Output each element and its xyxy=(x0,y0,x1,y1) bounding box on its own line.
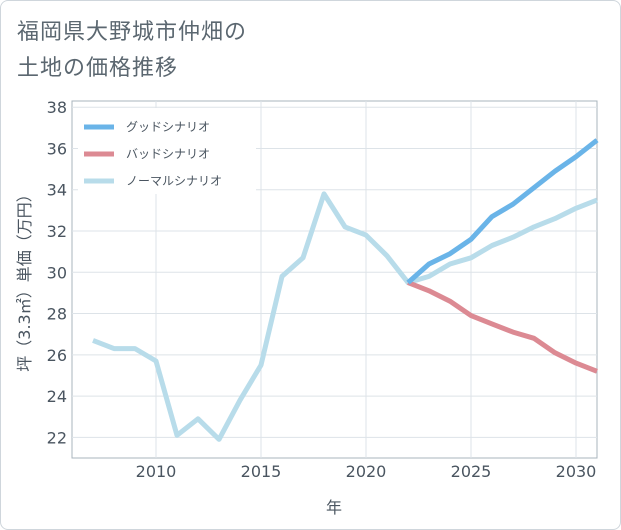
y-tick-label: 22 xyxy=(47,428,67,447)
legend-label: ノーマルシナリオ xyxy=(126,174,222,188)
title-line-1: 福岡県大野城市仲畑の xyxy=(17,20,248,45)
y-axis-title: 坪（3.3㎡）単価（万円） xyxy=(15,186,34,371)
x-tick-label: 2015 xyxy=(241,462,282,481)
legend-label: グッドシナリオ xyxy=(126,120,210,134)
y-tick-label: 38 xyxy=(47,98,67,117)
series-lines xyxy=(92,138,599,442)
y-tick-label: 34 xyxy=(47,181,67,200)
y-tick-label: 26 xyxy=(47,346,67,365)
x-tick-label: 2020 xyxy=(346,462,387,481)
legend-label: バッドシナリオ xyxy=(126,147,210,161)
series-line-1 xyxy=(407,280,598,374)
y-tick-label: 30 xyxy=(47,263,67,282)
grid xyxy=(72,101,597,458)
x-axis-ticks: 2010 2015 2020 2025 2030 xyxy=(136,462,597,481)
x-axis-title: 年 xyxy=(326,498,342,517)
series-line-0 xyxy=(406,138,599,285)
x-tick-label: 2010 xyxy=(136,462,177,481)
title-line-2: 土地の価格推移 xyxy=(17,56,179,81)
chart-title: 福岡県大野城市仲畑の 土地の価格推移 xyxy=(17,15,417,87)
x-tick-label: 2030 xyxy=(556,462,597,481)
y-axis-ticks: 22 24 26 28 30 32 34 36 38 xyxy=(47,98,67,447)
y-tick-label: 28 xyxy=(47,305,67,324)
y-tick-label: 32 xyxy=(47,222,67,241)
x-tick-label: 2025 xyxy=(451,462,492,481)
y-tick-label: 24 xyxy=(47,387,67,406)
series-line-2 xyxy=(92,191,598,442)
y-tick-label: 36 xyxy=(47,139,67,158)
